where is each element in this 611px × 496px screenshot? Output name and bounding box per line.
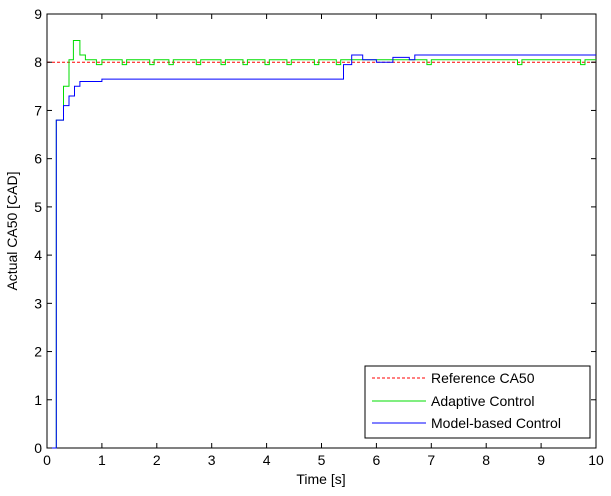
x-tick-label: 4 xyxy=(263,452,271,468)
legend-label-adaptive: Adaptive Control xyxy=(431,393,535,409)
y-tick-label: 3 xyxy=(34,295,42,311)
x-tick-label: 9 xyxy=(537,452,545,468)
series-layer xyxy=(47,40,596,449)
x-tick-label: 0 xyxy=(43,452,51,468)
y-tick-label: 9 xyxy=(34,6,42,22)
x-tick-label: 8 xyxy=(482,452,490,468)
x-tick-label: 3 xyxy=(208,452,216,468)
x-tick-label: 7 xyxy=(427,452,435,468)
series-line-model-based-control xyxy=(47,54,596,449)
y-tick-label: 2 xyxy=(34,344,42,360)
y-tick-label: 7 xyxy=(34,102,42,118)
x-axis-label: Time [s] xyxy=(296,471,345,487)
x-tick-label: 6 xyxy=(373,452,381,468)
y-tick-label: 6 xyxy=(34,151,42,167)
y-tick-label: 1 xyxy=(34,392,42,408)
legend: Reference CA50 Adaptive Control Model-ba… xyxy=(364,365,591,439)
x-tick-label: 2 xyxy=(153,452,161,468)
y-tick-label: 0 xyxy=(34,440,42,456)
x-tick-label: 10 xyxy=(588,452,604,468)
legend-label-reference: Reference CA50 xyxy=(431,370,535,386)
legend-label-model-based: Model-based Control xyxy=(431,415,561,431)
x-tick-label: 5 xyxy=(318,452,326,468)
y-axis-label: Actual CA50 [CAD] xyxy=(4,171,20,290)
y-tick-label: 5 xyxy=(34,199,42,215)
y-tick-label: 4 xyxy=(34,247,42,263)
y-tick-label: 8 xyxy=(34,54,42,70)
series-line-adaptive-control xyxy=(55,40,596,448)
axes-layer: 0 1 2 3 4 5 6 7 8 9 10 0 1 2 3 4 5 6 7 8 9 xyxy=(34,6,604,468)
x-tick-label: 1 xyxy=(98,452,106,468)
